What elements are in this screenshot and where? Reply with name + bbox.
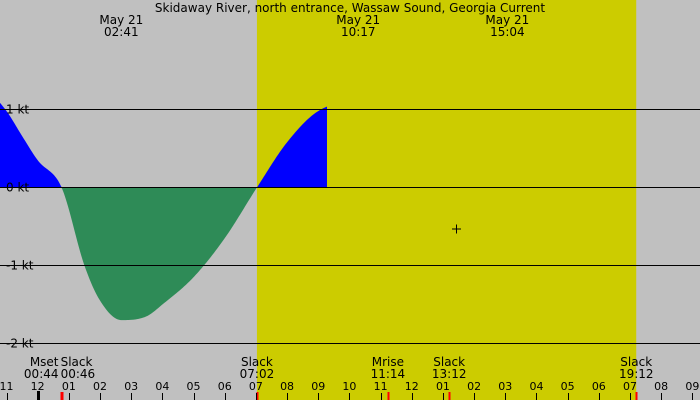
x-tick-label: 05 <box>561 380 575 393</box>
event-time-label: 13:12 <box>432 367 467 381</box>
event-label: Slack <box>241 355 273 369</box>
y-gridlines <box>0 109 700 344</box>
x-tick-label: 04 <box>155 380 169 393</box>
x-tick-label: 12 <box>405 380 419 393</box>
event-time-label: 11:14 <box>371 367 406 381</box>
daylight-band <box>256 0 637 400</box>
event-label: Slack <box>433 355 465 369</box>
event-time-label: 19:12 <box>619 367 654 381</box>
x-tick-label: 01 <box>62 380 76 393</box>
extreme-date-label: May 21 <box>336 13 380 27</box>
extreme-date-label: May 21 <box>485 13 529 27</box>
extreme-date-label: May 21 <box>99 13 143 27</box>
x-tick-label: 07 <box>623 380 637 393</box>
extreme-time-label: 10:17 <box>341 25 376 39</box>
flood-area <box>0 102 327 188</box>
event-labels: Mset00:44Slack00:46Slack07:02Mrise11:14S… <box>24 355 654 400</box>
x-tick-label: 01 <box>436 380 450 393</box>
x-tick-label: 04 <box>529 380 543 393</box>
x-tick-label: 09 <box>311 380 325 393</box>
y-tick-label: 1 kt <box>6 103 29 117</box>
extreme-time-label: 02:41 <box>104 25 139 39</box>
x-tick-label: 11 <box>0 380 14 393</box>
y-tick-label: 0 kt <box>6 181 29 195</box>
x-axis-ticks: 11 12 01 02 03 04 05 06 07 08 09 10 11 12 01 02 03 04 05 06… <box>0 380 699 400</box>
x-tick-label: 06 <box>592 380 606 393</box>
event-time-label: 00:44 <box>24 367 59 381</box>
y-axis-labels: 1 kt 0 kt -1 kt -2 kt <box>6 103 34 351</box>
event-label: Slack <box>61 355 93 369</box>
x-tick-label: 11 <box>374 380 388 393</box>
event-label: Slack <box>620 355 652 369</box>
ebb-area <box>0 187 327 321</box>
event-time-label: 00:46 <box>61 367 96 381</box>
y-tick-label: -1 kt <box>6 259 34 273</box>
x-tick-label: 02 <box>93 380 107 393</box>
chart-title: Skidaway River, north entrance, Wassaw S… <box>155 1 545 15</box>
x-tick-label: 09 <box>685 380 699 393</box>
x-tick-label: 03 <box>124 380 138 393</box>
event-label: Mset <box>30 355 59 369</box>
x-tick-label: 07 <box>249 380 263 393</box>
x-tick-label: 08 <box>654 380 668 393</box>
x-tick-label: 08 <box>280 380 294 393</box>
event-label: Mrise <box>372 355 404 369</box>
x-tick-label: 03 <box>498 380 512 393</box>
x-tick-label: 02 <box>467 380 481 393</box>
x-tick-label: 12 <box>31 380 45 393</box>
crosshair-cursor <box>452 224 461 234</box>
x-tick-label: 06 <box>218 380 232 393</box>
x-tick-label: 10 <box>342 380 356 393</box>
y-tick-label: -2 kt <box>6 337 34 351</box>
extreme-time-label: 15:04 <box>490 25 525 39</box>
x-tick-label: 05 <box>187 380 201 393</box>
event-time-label: 07:02 <box>240 367 275 381</box>
